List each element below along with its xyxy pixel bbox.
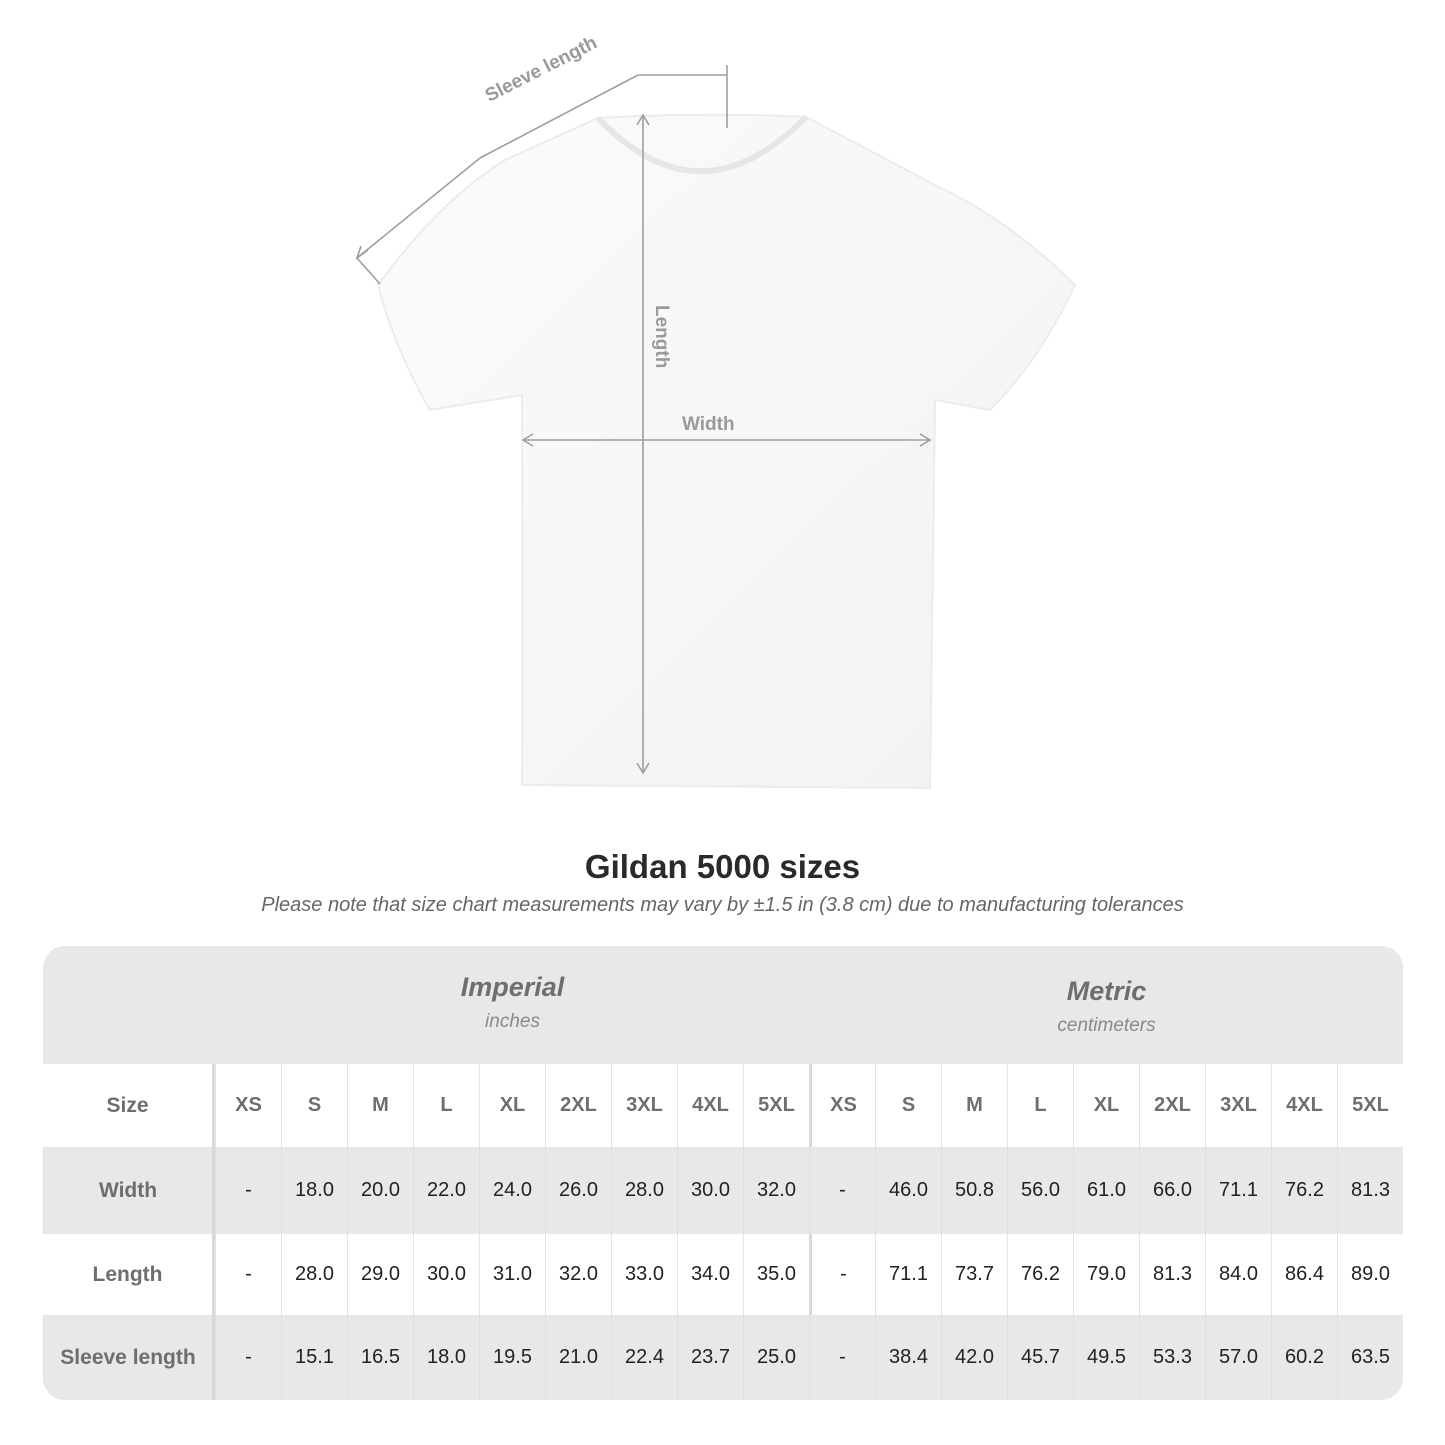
metric-value: 84.0 bbox=[1205, 1234, 1271, 1315]
imperial-value: 21.0 bbox=[545, 1315, 611, 1400]
tolerance-note: Please note that size chart measurements… bbox=[261, 894, 1184, 916]
metric-value: 45.7 bbox=[1007, 1315, 1073, 1400]
imperial-value: 29.0 bbox=[347, 1234, 413, 1315]
imperial-title: Imperial bbox=[460, 972, 565, 1002]
metric-value: 60.2 bbox=[1271, 1315, 1337, 1400]
imperial-value: 15.1 bbox=[281, 1315, 347, 1400]
metric-title: Metric bbox=[1066, 976, 1147, 1006]
metric-header: Metric centimeters bbox=[810, 950, 1403, 1068]
imperial-value: 24.0 bbox=[479, 1147, 545, 1234]
metric-value: 61.0 bbox=[1073, 1147, 1139, 1234]
metric-value: 38.4 bbox=[875, 1315, 941, 1400]
imperial-size-5: 2XL bbox=[545, 1064, 611, 1147]
metric-size-8: 5XL bbox=[1337, 1064, 1403, 1147]
metric-value: 46.0 bbox=[875, 1147, 941, 1234]
metric-value: 63.5 bbox=[1337, 1315, 1403, 1400]
tshirt-diagram bbox=[355, 65, 1077, 790]
metric-value: - bbox=[809, 1315, 875, 1400]
imperial-size-7: 4XL bbox=[677, 1064, 743, 1147]
measure-lines bbox=[355, 65, 932, 775]
metric-size-7: 4XL bbox=[1271, 1064, 1337, 1147]
metric-value: 76.2 bbox=[1007, 1234, 1073, 1315]
imperial-size-4: XL bbox=[479, 1064, 545, 1147]
metric-value: 81.3 bbox=[1139, 1234, 1205, 1315]
page-title: Gildan 5000 sizes bbox=[584, 848, 861, 885]
imperial-value: 28.0 bbox=[611, 1147, 677, 1234]
metric-size-5: 2XL bbox=[1139, 1064, 1205, 1147]
width-label: Width bbox=[682, 414, 735, 435]
imperial-value: 16.5 bbox=[347, 1315, 413, 1400]
metric-size-0: XS bbox=[809, 1064, 875, 1147]
metric-value: 81.3 bbox=[1337, 1147, 1403, 1234]
imperial-value: - bbox=[215, 1234, 281, 1315]
imperial-size-2: M bbox=[347, 1064, 413, 1147]
imperial-value: 28.0 bbox=[281, 1234, 347, 1315]
imperial-size-1: S bbox=[281, 1064, 347, 1147]
metric-value: 42.0 bbox=[941, 1315, 1007, 1400]
metric-size-2: M bbox=[941, 1064, 1007, 1147]
imperial-value: 30.0 bbox=[413, 1234, 479, 1315]
imperial-size-6: 3XL bbox=[611, 1064, 677, 1147]
imperial-value: 35.0 bbox=[743, 1234, 809, 1315]
table-row: Width -18.0 20.0 22.0 24.0 26.0 28.0 30.0 32.0-4… bbox=[43, 1147, 1403, 1234]
imperial-value: 23.7 bbox=[677, 1315, 743, 1400]
size-header-label: Size bbox=[43, 1064, 215, 1147]
imperial-unit: inches bbox=[485, 1011, 540, 1032]
imperial-size-0: XS bbox=[215, 1064, 281, 1147]
imperial-value: - bbox=[215, 1147, 281, 1234]
row-label: Sleeve length bbox=[43, 1315, 215, 1400]
metric-value: 89.0 bbox=[1337, 1234, 1403, 1315]
imperial-value: 25.0 bbox=[743, 1315, 809, 1400]
imperial-value: 18.0 bbox=[281, 1147, 347, 1234]
imperial-value: 20.0 bbox=[347, 1147, 413, 1234]
metric-value: 57.0 bbox=[1205, 1315, 1271, 1400]
imperial-value: 34.0 bbox=[677, 1234, 743, 1315]
metric-size-6: 3XL bbox=[1205, 1064, 1271, 1147]
metric-value: 49.5 bbox=[1073, 1315, 1139, 1400]
metric-unit: centimeters bbox=[1057, 1015, 1156, 1036]
metric-value: 66.0 bbox=[1139, 1147, 1205, 1234]
imperial-value: 19.5 bbox=[479, 1315, 545, 1400]
metric-size-1: S bbox=[875, 1064, 941, 1147]
table-row: Sleeve length -15.1 16.5 18.0 19.5 21.0 22.4 23… bbox=[43, 1315, 1403, 1400]
metric-value: 73.7 bbox=[941, 1234, 1007, 1315]
imperial-size-3: L bbox=[413, 1064, 479, 1147]
metric-value: - bbox=[809, 1234, 875, 1315]
imperial-value: 18.0 bbox=[413, 1315, 479, 1400]
size-header-row: Size XS S M L XL 2XL 3XL 4XL 5XL XS S M L XL 2XL 3XL 4XL 5… bbox=[43, 1064, 1403, 1147]
imperial-value: 22.0 bbox=[413, 1147, 479, 1234]
imperial-value: 32.0 bbox=[743, 1147, 809, 1234]
metric-value: 71.1 bbox=[1205, 1147, 1271, 1234]
imperial-header: Imperial inches bbox=[215, 946, 810, 1064]
metric-value: 71.1 bbox=[875, 1234, 941, 1315]
table-row: Length -28.0 29.0 30.0 31.0 32.0 33.0 34.0 35.0-… bbox=[43, 1234, 1403, 1315]
metric-value: 53.3 bbox=[1139, 1315, 1205, 1400]
tshirt-collar bbox=[595, 114, 809, 175]
metric-size-3: L bbox=[1007, 1064, 1073, 1147]
imperial-size-8: 5XL bbox=[743, 1064, 809, 1147]
imperial-value: 22.4 bbox=[611, 1315, 677, 1400]
imperial-value: 30.0 bbox=[677, 1147, 743, 1234]
imperial-value: - bbox=[215, 1315, 281, 1400]
imperial-value: 31.0 bbox=[479, 1234, 545, 1315]
metric-value: 76.2 bbox=[1271, 1147, 1337, 1234]
tshirt-shape bbox=[376, 113, 1077, 790]
metric-value: 50.8 bbox=[941, 1147, 1007, 1234]
row-label: Length bbox=[43, 1234, 215, 1315]
metric-value: 86.4 bbox=[1271, 1234, 1337, 1315]
imperial-value: 33.0 bbox=[611, 1234, 677, 1315]
imperial-value: 32.0 bbox=[545, 1234, 611, 1315]
length-label: Length bbox=[651, 305, 672, 369]
metric-value: - bbox=[809, 1147, 875, 1234]
metric-value: 79.0 bbox=[1073, 1234, 1139, 1315]
imperial-value: 26.0 bbox=[545, 1147, 611, 1234]
row-label: Width bbox=[43, 1147, 215, 1234]
metric-value: 56.0 bbox=[1007, 1147, 1073, 1234]
size-table: Imperial inches Metric centimeters Size X… bbox=[43, 946, 1403, 1400]
metric-size-4: XL bbox=[1073, 1064, 1139, 1147]
